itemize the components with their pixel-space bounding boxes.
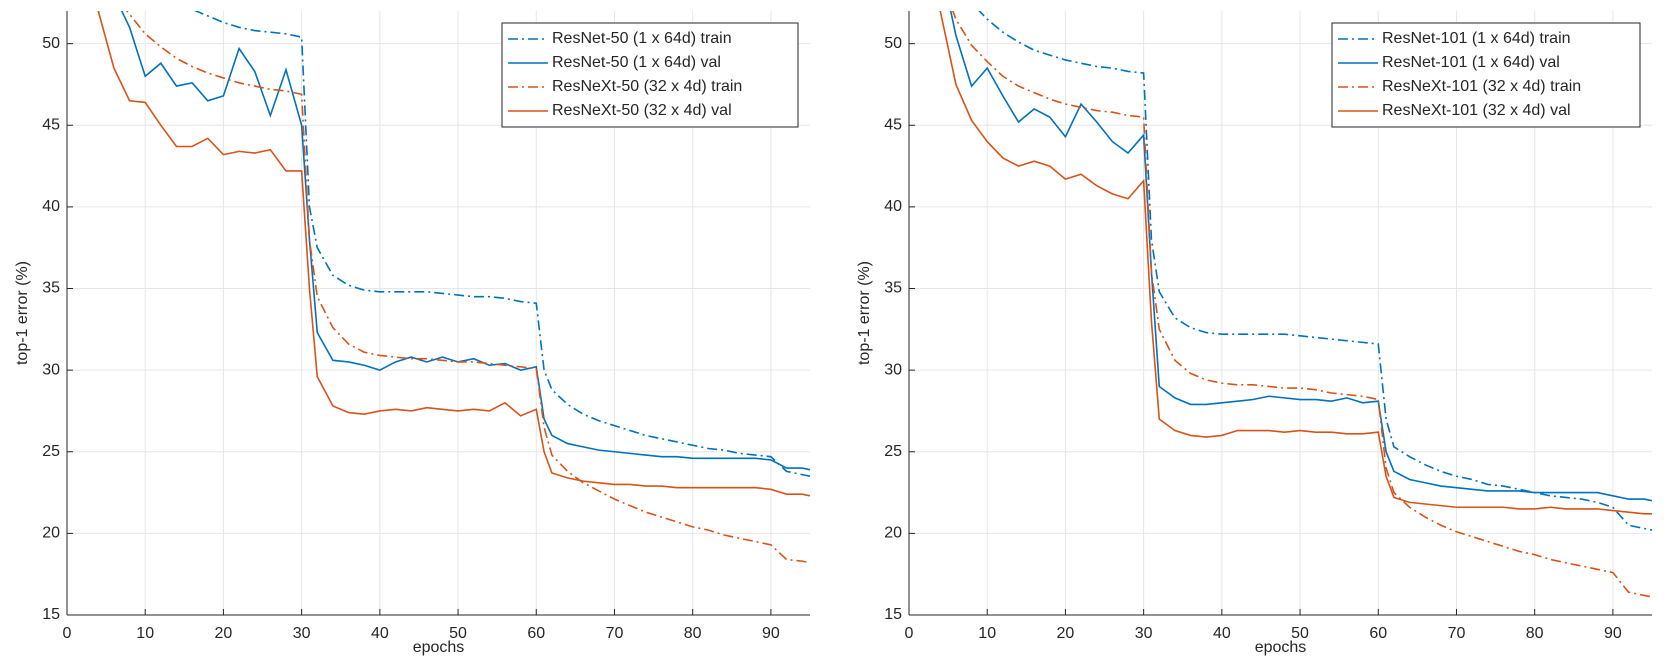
x-tick-label: 20 <box>1057 625 1075 642</box>
legend-label: ResNet-101 (1 x 64d) train <box>1382 30 1571 47</box>
x-tick-label: 90 <box>1604 625 1622 642</box>
x-tick-label: 80 <box>684 625 702 642</box>
x-tick-label: 40 <box>371 625 389 642</box>
x-tick-label: 70 <box>1448 625 1466 642</box>
data-line <box>939 11 1652 515</box>
y-tick-label: 15 <box>42 606 60 623</box>
legend-box <box>1331 22 1641 128</box>
x-tick-label: 10 <box>136 625 154 642</box>
x-tick-label: 50 <box>1291 625 1309 642</box>
plot-area <box>97 11 810 564</box>
x-axis-label: epochs <box>413 639 465 656</box>
y-tick-label: 25 <box>42 443 60 460</box>
x-tick-label: 60 <box>527 625 545 642</box>
data-line <box>97 11 810 497</box>
x-tick-label: 60 <box>1369 625 1387 642</box>
x-tick-label: 0 <box>63 625 72 642</box>
y-axis-label: top-1 error (%) <box>856 261 873 365</box>
legend-label: ResNeXt-50 (32 x 4d) train <box>552 78 742 95</box>
y-tick-label: 30 <box>42 361 60 378</box>
legend-label: ResNeXt-101 (32 x 4d) val <box>1382 102 1571 119</box>
data-line <box>120 11 810 471</box>
y-tick-label: 40 <box>42 198 60 215</box>
y-tick-label: 35 <box>42 280 60 297</box>
legend-label: ResNeXt-101 (32 x 4d) train <box>1382 78 1581 95</box>
y-tick-label: 40 <box>884 198 902 215</box>
y-tick-label: 25 <box>884 443 902 460</box>
x-tick-label: 80 <box>1526 625 1544 642</box>
x-tick-label: 40 <box>1213 625 1231 642</box>
x-axis-label: epochs <box>1255 639 1307 656</box>
data-line <box>951 11 1652 598</box>
y-tick-label: 35 <box>884 280 902 297</box>
legend-label: ResNet-101 (1 x 64d) val <box>1382 54 1560 71</box>
x-tick-label: 20 <box>215 625 233 642</box>
x-tick-label: 50 <box>449 625 467 642</box>
legend-box <box>501 22 799 128</box>
legend-label: ResNeXt-50 (32 x 4d) val <box>552 102 732 119</box>
y-tick-label: 45 <box>42 116 60 133</box>
y-tick-label: 50 <box>884 35 902 52</box>
x-tick-label: 30 <box>293 625 311 642</box>
x-tick-label: 0 <box>905 625 914 642</box>
x-tick-label: 90 <box>762 625 780 642</box>
y-tick-label: 15 <box>884 606 902 623</box>
x-tick-label: 10 <box>978 625 996 642</box>
y-tick-label: 20 <box>884 525 902 542</box>
data-line <box>978 11 1652 531</box>
data-line <box>193 11 810 478</box>
legend-label: ResNet-50 (1 x 64d) train <box>552 30 732 47</box>
legend-label: ResNet-50 (1 x 64d) val <box>552 54 721 71</box>
y-tick-label: 45 <box>884 116 902 133</box>
data-line <box>125 11 810 564</box>
data-line <box>949 11 1652 502</box>
y-tick-label: 20 <box>42 525 60 542</box>
y-axis-label: top-1 error (%) <box>14 261 31 365</box>
x-tick-label: 30 <box>1135 625 1153 642</box>
y-tick-label: 30 <box>884 361 902 378</box>
plot-area <box>939 11 1652 598</box>
y-tick-label: 50 <box>42 35 60 52</box>
x-tick-label: 70 <box>606 625 624 642</box>
